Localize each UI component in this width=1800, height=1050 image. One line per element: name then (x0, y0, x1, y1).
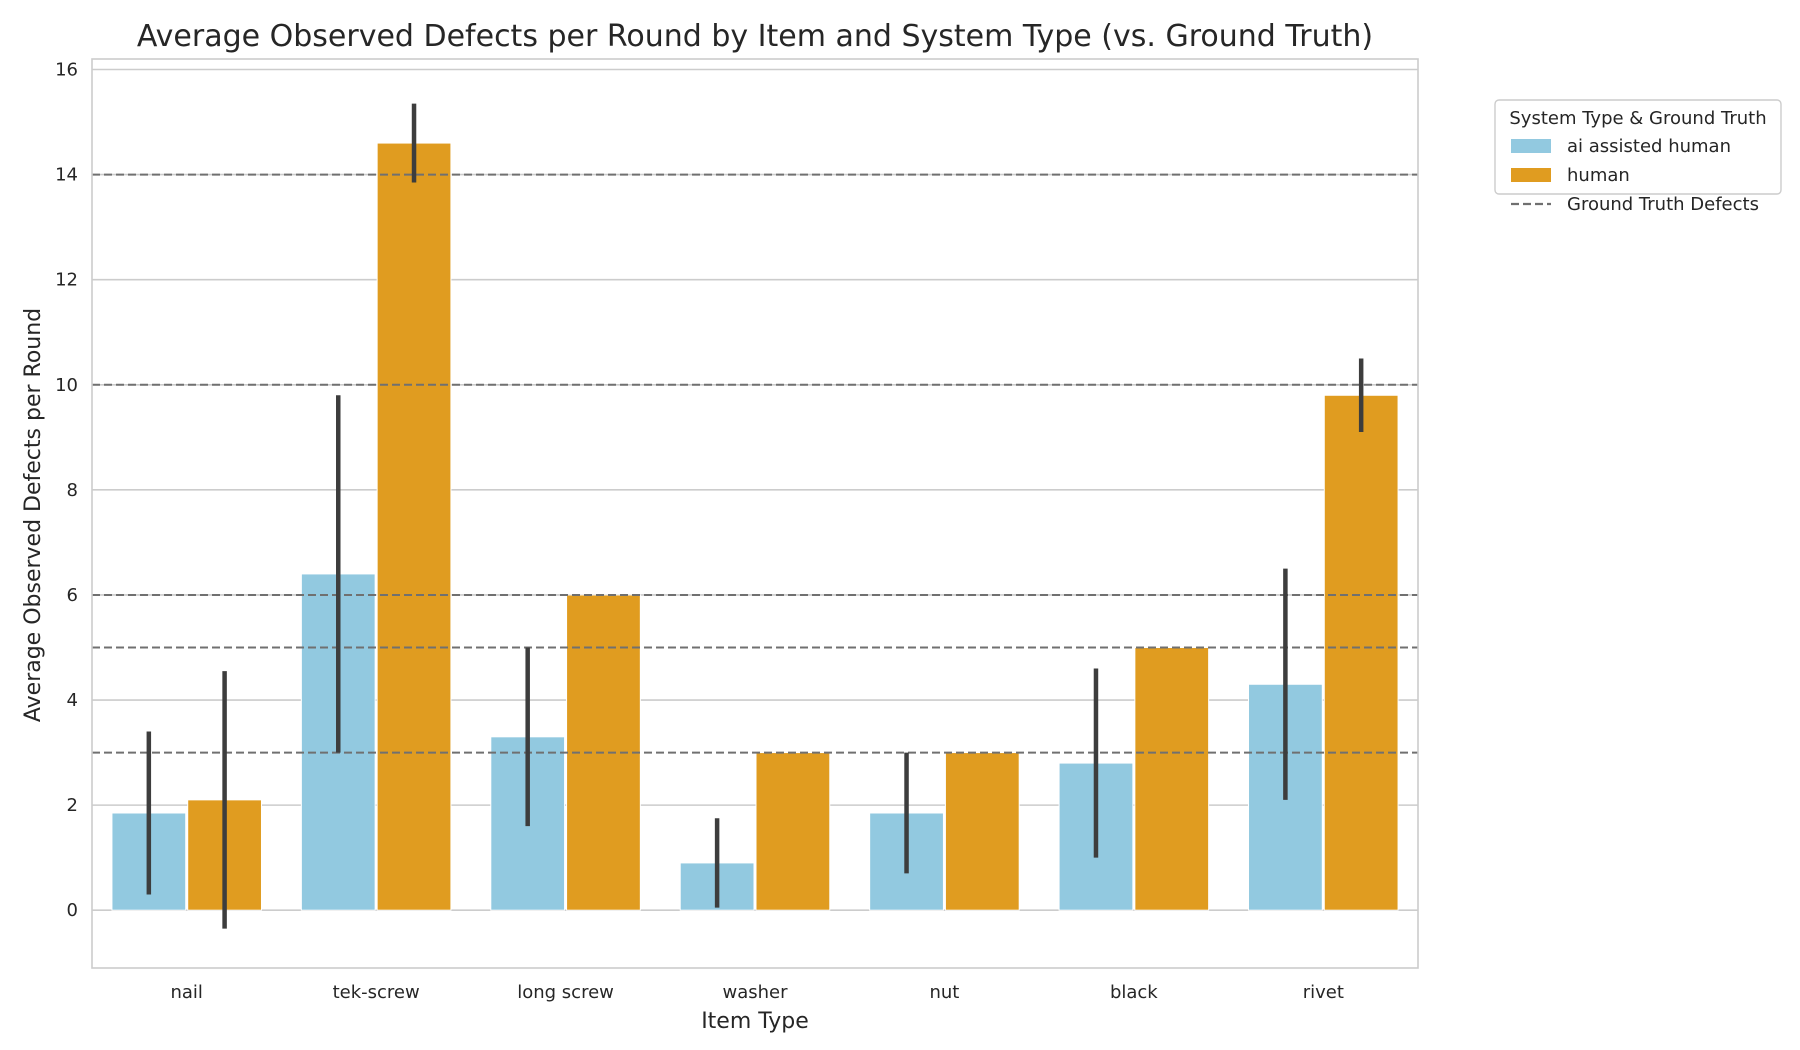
x-tick-label: rivet (1303, 982, 1344, 1003)
plot-frame (91, 58, 1419, 969)
legend: System Type & Ground Truth ai assisted hu… (1494, 99, 1782, 215)
y-tick-label: 10 (55, 375, 78, 396)
legend-title: System Type & Ground Truth (1509, 108, 1766, 129)
y-axis-label: Average Observed Defects per Round (21, 308, 46, 722)
bar-nut-series-2 (944, 752, 1020, 911)
y-tick-label: 0 (67, 900, 78, 921)
y-tick-label: 8 (67, 480, 78, 501)
y-tick-label: 4 (67, 690, 78, 711)
x-tick-label: long screw (517, 982, 614, 1003)
y-tick-label: 6 (67, 585, 78, 606)
legend-swatch (1511, 168, 1551, 182)
bar-washer-series-2 (755, 752, 831, 911)
x-tick-label: nut (929, 982, 959, 1003)
x-axis-label: Item Type (701, 1009, 809, 1034)
chart-title: Average Observed Defects per Round by It… (137, 19, 1373, 54)
legend-swatch (1511, 139, 1551, 153)
legend-entry: human (1567, 165, 1630, 186)
y-tick-label: 16 (55, 60, 78, 81)
x-tick-label: nail (170, 982, 202, 1003)
bar-rivet-series-2 (1323, 394, 1399, 911)
y-tick-label: 2 (67, 795, 78, 816)
plot-area: 0 2 4 6 8 10 12 14 16 nail tek-screw long screw wash… (55, 58, 1419, 1003)
x-tick-label: tek-screw (333, 982, 420, 1003)
legend-box (1494, 99, 1782, 195)
x-tick-label: black (1110, 982, 1158, 1003)
bar-tek-screw-series-2 (376, 142, 452, 911)
legend-entry: ai assisted human (1567, 136, 1731, 157)
y-tick-label: 14 (55, 165, 78, 186)
x-tick-label: washer (722, 982, 788, 1003)
y-tick-label: 12 (55, 270, 78, 291)
legend-entry: Ground Truth Defects (1567, 194, 1759, 215)
bar-black-series-2 (1134, 646, 1210, 911)
